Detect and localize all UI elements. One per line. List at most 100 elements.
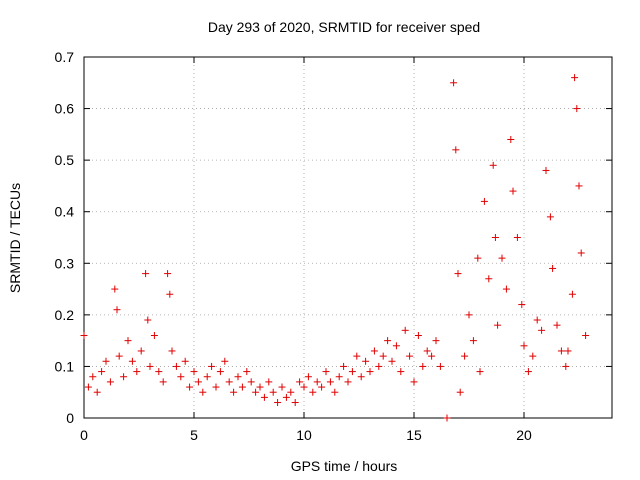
data-point	[144, 316, 152, 324]
data-point	[476, 368, 484, 376]
data-point	[322, 368, 330, 376]
data-point	[533, 316, 541, 324]
data-point	[212, 383, 220, 391]
data-point	[366, 368, 374, 376]
data-point	[238, 383, 246, 391]
data-point	[102, 357, 110, 365]
y-axis-label: SRMTID / TECUs	[7, 183, 23, 293]
data-point	[384, 337, 392, 345]
data-point	[124, 337, 132, 345]
data-point	[84, 383, 92, 391]
data-point	[362, 357, 370, 365]
data-point	[485, 275, 493, 283]
data-point	[282, 393, 290, 401]
data-point	[436, 362, 444, 370]
data-point	[480, 197, 488, 205]
data-point	[318, 383, 326, 391]
data-point	[166, 290, 174, 298]
data-point	[507, 136, 515, 144]
x-axis-label: GPS time / hours	[291, 458, 398, 474]
data-point	[172, 362, 180, 370]
data-point	[423, 347, 431, 355]
data-point	[326, 378, 334, 386]
x-tick-label: 5	[190, 427, 198, 443]
data-point	[313, 378, 321, 386]
data-point	[260, 393, 268, 401]
data-point	[348, 368, 356, 376]
y-tick-label: 0.6	[55, 101, 75, 117]
data-point	[168, 347, 176, 355]
data-point	[225, 378, 233, 386]
data-point	[269, 388, 277, 396]
data-point	[456, 388, 464, 396]
data-point	[401, 326, 409, 334]
data-point	[186, 383, 194, 391]
y-tick-label: 0.5	[55, 152, 75, 168]
x-tick-label: 15	[406, 427, 422, 443]
data-point	[142, 270, 150, 278]
y-tick-label: 0.7	[55, 49, 75, 65]
data-point	[133, 368, 141, 376]
y-tick-label: 0.1	[55, 358, 75, 374]
data-point	[491, 234, 499, 241]
data-point	[98, 368, 106, 376]
data-point	[234, 373, 242, 381]
data-point	[520, 342, 528, 350]
plot-frame	[83, 56, 613, 419]
data-point	[414, 331, 422, 339]
data-point	[80, 331, 88, 339]
data-point	[190, 368, 198, 376]
data-point	[509, 187, 517, 195]
data-point	[146, 362, 154, 370]
data-point	[304, 373, 312, 381]
x-tick-label: 0	[80, 427, 88, 443]
data-point	[111, 285, 119, 293]
x-tick-label: 20	[516, 427, 532, 443]
y-tick-label: 0.2	[55, 307, 75, 323]
data-point	[518, 301, 526, 309]
data-point	[137, 347, 145, 355]
data-point	[494, 321, 502, 329]
data-point	[150, 331, 158, 339]
data-point	[546, 213, 554, 221]
data-point	[392, 342, 400, 350]
data-points	[80, 74, 590, 422]
data-point	[309, 388, 317, 396]
grid	[84, 57, 612, 418]
y-tick-label: 0	[66, 410, 74, 426]
data-point	[221, 357, 229, 365]
data-point	[274, 399, 282, 407]
data-point	[265, 378, 273, 386]
data-point	[370, 347, 378, 355]
axis-ticks: 0 5 10 15 20 0 0.1 0.2 0.3 0.4 0.5 0.6 0.7	[55, 49, 612, 443]
data-point	[410, 378, 418, 386]
data-point	[489, 161, 497, 169]
data-point	[562, 362, 570, 370]
data-point	[194, 378, 202, 386]
data-point	[353, 352, 361, 360]
data-point	[568, 290, 576, 298]
data-point	[524, 368, 532, 376]
data-point	[549, 264, 557, 272]
data-point	[243, 368, 251, 376]
data-point	[208, 362, 216, 370]
y-tick-label: 0.3	[55, 255, 75, 271]
data-point	[452, 146, 460, 154]
data-point	[575, 182, 583, 190]
data-point	[577, 249, 585, 257]
data-point	[113, 306, 121, 314]
data-point	[256, 383, 264, 391]
data-point	[557, 347, 565, 355]
data-point	[582, 331, 590, 339]
data-point	[564, 347, 572, 355]
data-point	[573, 105, 581, 113]
data-point	[159, 378, 167, 386]
data-point	[247, 378, 255, 386]
data-point	[335, 373, 343, 381]
data-point	[454, 270, 462, 278]
x-tick-label: 10	[296, 427, 312, 443]
data-point	[344, 378, 352, 386]
data-point	[450, 79, 458, 87]
data-point	[571, 74, 579, 82]
data-point	[419, 362, 427, 370]
